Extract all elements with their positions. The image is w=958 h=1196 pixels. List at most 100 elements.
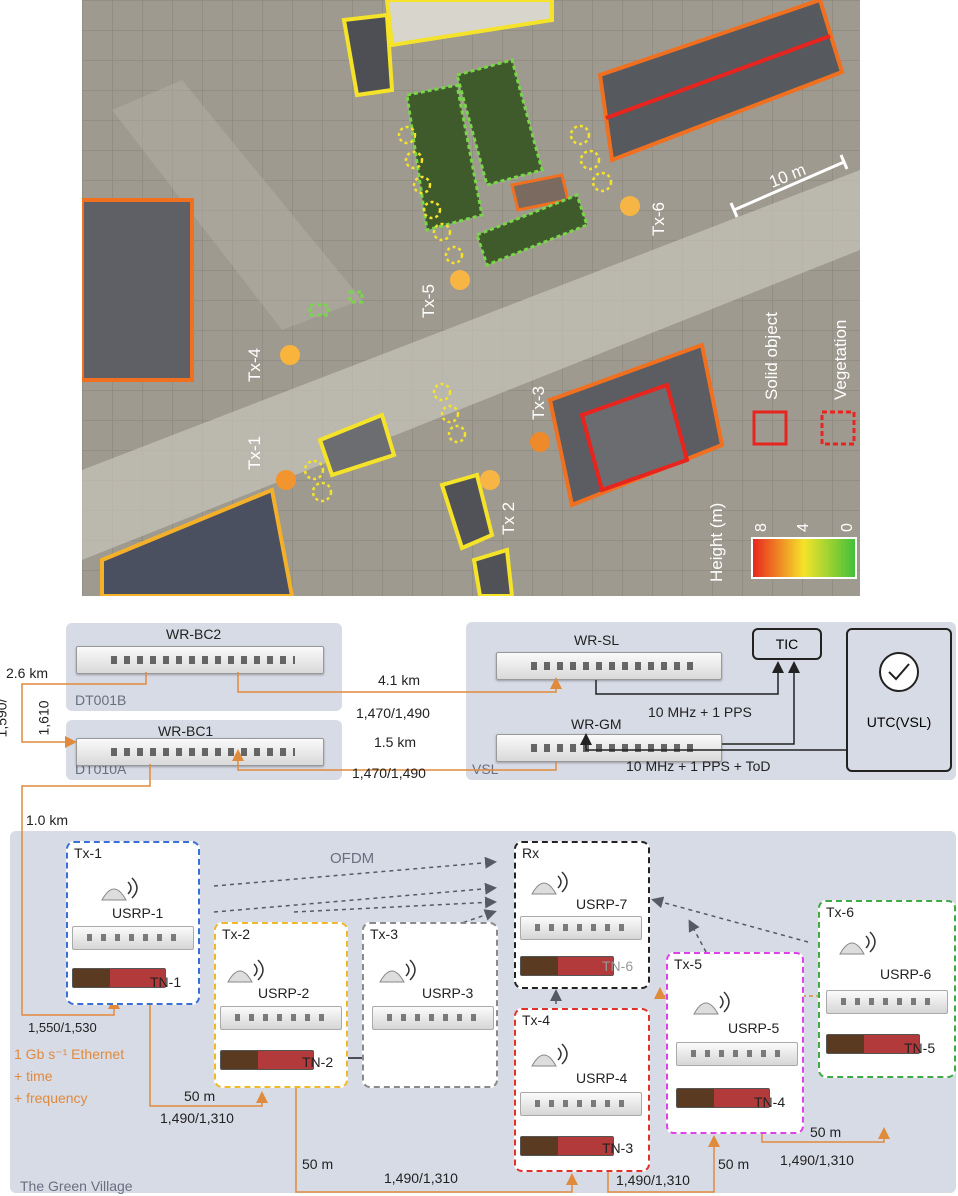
building-solid-objects [82,0,845,596]
tx6-title: Tx-6 [826,904,854,920]
rx-title: Rx [522,845,540,861]
rx-timing-node [520,956,614,976]
link3-distance: 50 m [718,1156,750,1172]
tx3-node [362,922,498,1088]
tx3-antenna-icon [378,958,416,983]
tx5-marker [450,270,470,290]
tx5-usrp-device [676,1042,798,1066]
tx6-usrp-label: USRP-6 [880,966,932,982]
tx4-usrp-device [520,1092,642,1116]
tx2-timing-node [220,1050,314,1070]
wr-gm-label: WR-GM [571,716,622,732]
gm-utc-signal: 10 MHz + 1 PPS + ToD [626,758,771,774]
tx5-tn-label: TN-4 [754,1094,786,1110]
tx4-usrp-label: USRP-4 [576,1070,628,1086]
tic-label: TIC [775,636,799,652]
bc2-sl-wavelength: 1,470/1,490 [356,705,430,721]
vegetation-areas [308,58,589,317]
tx2-usrp-device [220,1006,342,1030]
tx4-antenna-icon [530,1042,568,1067]
tx4-title: Tx-4 [522,1012,550,1028]
tx6-antenna-icon [838,930,876,955]
tx1-usrp-label: USRP-1 [112,905,164,921]
tx6-usrp-device [826,990,948,1014]
tx2-tn-label: TN-2 [302,1054,334,1070]
wr-bc2-switch [76,646,324,674]
link4-distance: 50 m [810,1124,842,1140]
bc-bc-wavelength-2: 1,610 [35,700,52,736]
tx2-title: Tx-2 [222,926,250,942]
link4-wavelength: 1,490/1,310 [780,1152,854,1168]
bc-bc-distance: 2.6 km [6,665,49,681]
link1-wavelength: 1,490/1,310 [160,1110,234,1126]
tx4-timing-node [520,1136,614,1156]
tx5-timing-node [676,1088,770,1108]
rx-tn-label: TN-6 [602,958,634,974]
scale-bar [729,154,849,218]
tx1-label: Tx-1 [245,436,264,470]
tx3-usrp-device [372,1006,494,1030]
tx1-wavelength: 1,550/1,530 [28,1020,97,1035]
bc2-sl-distance: 4.1 km [378,672,421,688]
height-tick-4: 4 [795,523,812,532]
rx-usrp-label: USRP-7 [576,896,628,912]
wr-bc1-label: WR-BC1 [158,723,214,739]
ofdm-label: OFDM [330,850,375,867]
tx1-antenna-icon [100,876,138,901]
bc1-gm-wavelength: 1,470/1,490 [352,765,426,781]
tx2-marker [480,470,500,490]
legend-solid-swatch [752,410,788,446]
bc-bc-wavelength-1: 1,590/ [0,698,10,738]
tx4-label: Tx-4 [245,348,264,382]
bc1-gm-distance: 1.5 km [374,734,417,750]
wr-bc2-label: WR-BC2 [166,626,222,642]
tx3-title: Tx-3 [370,926,398,942]
utc-box: UTC(VSL) [846,628,952,772]
tx1-usrp-device [72,926,194,950]
tx1-marker [276,470,296,490]
tx3-label: Tx-3 [529,386,548,420]
tx2-antenna-icon [226,958,264,983]
height-tick-0: 0 [839,523,856,532]
panel-village-label: The Green Village [20,1178,133,1194]
link1-distance: 50 m [184,1088,216,1104]
tx3-usrp-label: USRP-3 [422,985,474,1001]
legend-vegetation-swatch [820,410,856,446]
tx1-timing-node [72,968,166,988]
tx4-marker [280,345,300,365]
rx-usrp-device [520,916,642,940]
link3-wavelength: 1,490/1,310 [616,1172,690,1188]
legend-solid-label: Solid object [762,312,781,400]
sl-tic-signal: 10 MHz + 1 PPS [648,704,752,720]
tx1-tn-label: TN-1 [150,974,182,990]
ethernet-label-3: + frequency [14,1090,88,1106]
rx-antenna-icon [530,870,568,895]
height-colorbar [751,537,857,579]
tic-box: TIC [752,628,822,660]
link2-wavelength: 1,490/1,310 [384,1170,458,1186]
tx1-title: Tx-1 [74,845,102,861]
tx2-usrp-label: USRP-2 [258,985,310,1001]
ethernet-label-2: + time [14,1068,53,1084]
clock-icon [879,652,919,692]
tx5-label: Tx-5 [419,284,438,318]
tx2-label: Tx 2 [499,502,518,535]
legend-vegetation-label: Vegetation [831,320,850,400]
tx5-title: Tx-5 [674,956,702,972]
utc-label: UTC(VSL) [866,714,932,730]
wr-bc1-switch [76,738,324,766]
panel-dt001b-label: DT001B [75,692,127,708]
tx6-marker [620,196,640,216]
aerial-map: Tx-1 Tx 2 Tx-3 Tx-4 Tx-5 Tx-6 10 m Solid… [82,0,860,596]
link2-distance: 50 m [302,1156,334,1172]
tx6-timing-node [826,1034,920,1054]
wr-sl-label: WR-SL [574,632,620,648]
ethernet-label-1: 1 Gb s⁻¹ Ethernet [14,1046,125,1062]
height-tick-8: 8 [753,523,770,532]
panel-vsl-label: VSL [472,761,499,777]
tx6-tn-label: TN-5 [904,1040,936,1056]
tx4-tn-label: TN-3 [602,1140,634,1156]
tx5-antenna-icon [692,990,730,1015]
bc1-tx1-distance: 1.0 km [26,812,69,828]
wr-sl-device [496,652,722,680]
